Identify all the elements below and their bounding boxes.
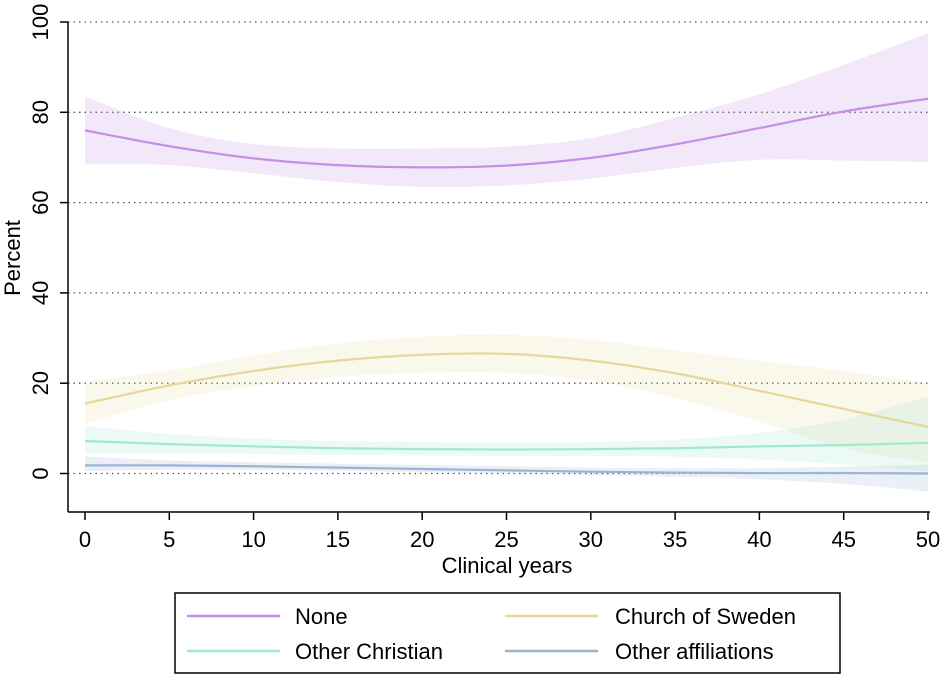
x-tick-label: 30 [579,527,603,552]
legend-label-other-affiliations: Other affiliations [615,639,774,664]
band-other-affiliations [85,456,928,492]
x-tick-label: 20 [410,527,434,552]
series-line-church-of-sweden [84,352,929,429]
series-line-other-affiliations [84,464,929,475]
x-tick-label: 25 [494,527,518,552]
legend-label-other-christian: Other Christian [295,639,443,664]
x-tick-label: 15 [326,527,350,552]
confidence-bands [85,33,928,492]
y-tick-label: 0 [28,467,53,479]
x-tick-label: 5 [163,527,175,552]
x-ticks: 0 5 10 15 20 25 30 35 40 45 50 [79,512,940,552]
x-tick-label: 35 [663,527,687,552]
x-tick-label: 40 [747,527,771,552]
band-other-christian [85,396,928,472]
x-tick-label: 45 [831,527,855,552]
band-church-of-sweden [85,334,928,463]
series-lines [84,97,929,475]
y-tick-label: 100 [28,4,53,41]
gridlines [68,21,930,475]
y-tick-label: 20 [28,371,53,395]
y-tick-label: 40 [28,281,53,305]
y-ticks: 0 20 40 60 80 100 [28,4,68,480]
band-none [85,33,928,187]
y-tick-label: 60 [28,190,53,214]
x-axis-title: Clinical years [442,553,573,578]
x-tick-label: 50 [916,527,940,552]
x-tick-label: 0 [79,527,91,552]
legend-label-none: None [295,604,348,629]
legend-box [174,592,841,674]
x-tick-label: 10 [241,527,265,552]
axes [67,22,930,513]
legend-label-church-of-sweden: Church of Sweden [615,604,796,629]
series-line-none [84,97,929,169]
series-line-other-christian [84,439,929,451]
legend: None Church of Sweden Other Christian Ot… [174,592,841,674]
y-tick-label: 80 [28,100,53,124]
y-axis-title: Percent [0,220,25,296]
